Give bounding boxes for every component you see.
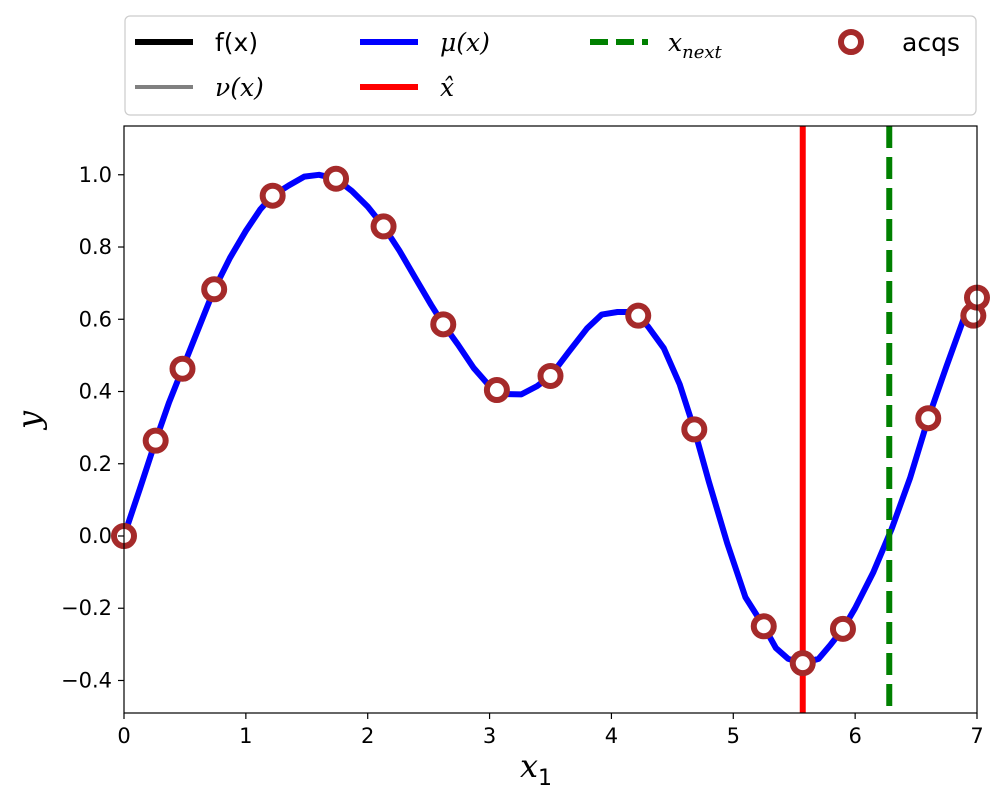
y-tick-label: −0.2 bbox=[61, 596, 112, 620]
legend-label: acqs bbox=[902, 28, 960, 57]
acq-point bbox=[323, 165, 350, 192]
legend-label: x̂ bbox=[440, 73, 454, 102]
acq-point bbox=[169, 355, 196, 382]
legend-label: f(x) bbox=[215, 28, 258, 57]
x-tick-label: 3 bbox=[483, 724, 496, 748]
x-axis-label-subscript: 1 bbox=[538, 766, 552, 791]
acq-point bbox=[201, 276, 228, 303]
y-tick-label: 0.6 bbox=[79, 307, 112, 331]
x-tick-label: 5 bbox=[727, 724, 740, 748]
acq-point bbox=[750, 613, 777, 640]
x-tick-label: 0 bbox=[117, 724, 130, 748]
legend-swatch bbox=[838, 29, 864, 55]
y-tick-label: 0.0 bbox=[79, 524, 112, 548]
x-tick-label: 4 bbox=[605, 724, 618, 748]
x-tick-label: 2 bbox=[361, 724, 374, 748]
plot-frame bbox=[123, 125, 978, 714]
series-line-mu bbox=[124, 171, 977, 667]
y-tick-label: 0.4 bbox=[79, 380, 112, 404]
x-tick-label: 6 bbox=[848, 724, 861, 748]
x-tick-label: 7 bbox=[970, 724, 983, 748]
legend-entry-xhat: x̂ bbox=[360, 73, 454, 102]
acq-point bbox=[789, 650, 816, 677]
acq-point bbox=[483, 377, 510, 404]
x-tick-label: 1 bbox=[239, 724, 252, 748]
acq-point bbox=[430, 311, 457, 338]
acq-point bbox=[625, 302, 652, 329]
legend-frame bbox=[124, 15, 977, 116]
acq-point bbox=[537, 362, 564, 389]
acq-point bbox=[681, 416, 708, 443]
acq-point bbox=[915, 405, 942, 432]
acq-point bbox=[259, 182, 286, 209]
plot-area bbox=[111, 125, 990, 714]
legend: f(x) μ(x) xnext acqs ν(x) x̂ bbox=[124, 15, 977, 116]
legend-entry-f: f(x) bbox=[135, 28, 258, 57]
x-axis-label: x1 bbox=[520, 747, 552, 791]
legend-entry-xnext: xnext bbox=[590, 28, 723, 63]
legend-label: ν(x) bbox=[215, 73, 264, 102]
acq-point bbox=[370, 213, 397, 240]
y-tick-label: −0.4 bbox=[61, 668, 112, 692]
y-axis-label: y bbox=[10, 410, 48, 431]
y-tick-label: 0.8 bbox=[79, 235, 112, 259]
legend-label: xnext bbox=[668, 28, 723, 63]
acq-point bbox=[142, 427, 169, 454]
acq-point bbox=[829, 615, 856, 642]
y-tick-label: 1.0 bbox=[79, 163, 112, 187]
legend-entry-mu: μ(x) bbox=[360, 28, 490, 57]
legend-label: μ(x) bbox=[440, 28, 490, 57]
y-axis: −0.4 −0.2 0.0 0.2 0.4 0.6 0.8 1.0 bbox=[61, 163, 124, 692]
legend-entry-acqs: acqs bbox=[838, 28, 960, 57]
y-tick-label: 0.2 bbox=[79, 452, 112, 476]
legend-entry-nu: ν(x) bbox=[135, 73, 264, 102]
x-axis: 0 1 2 3 4 5 6 7 bbox=[117, 713, 984, 748]
